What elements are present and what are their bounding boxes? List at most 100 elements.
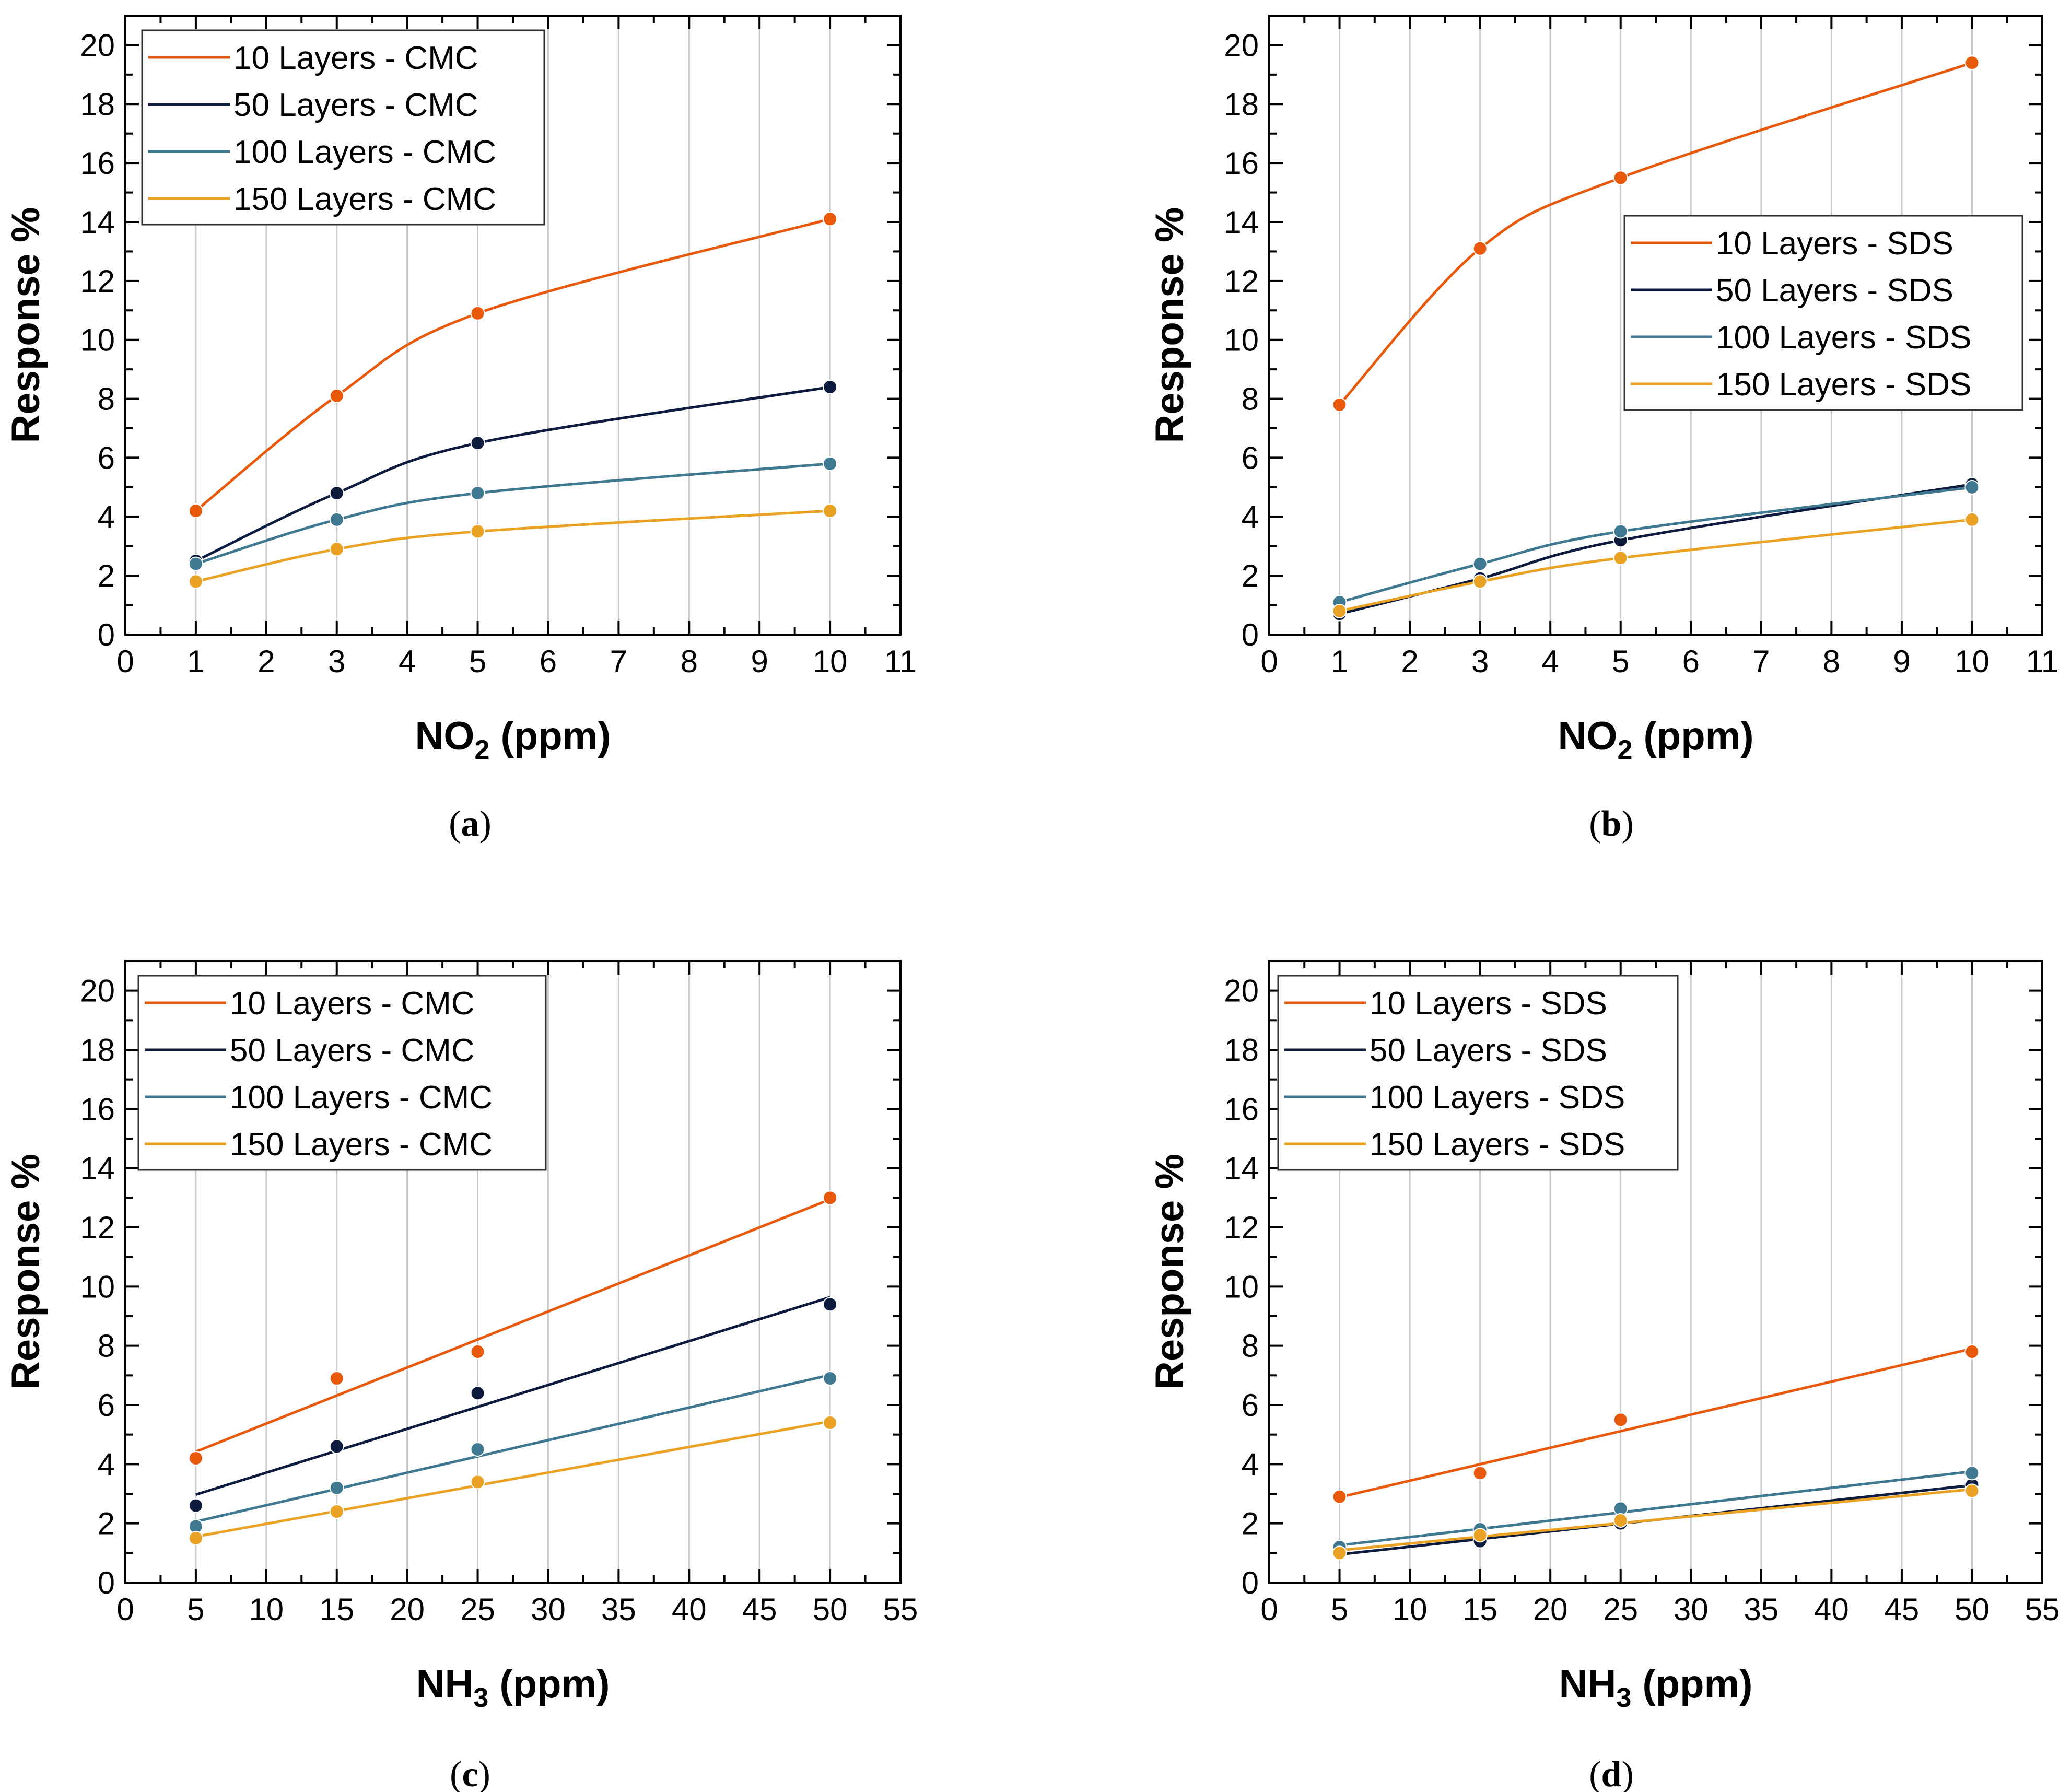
series-fit-line — [1338, 61, 1973, 406]
x-axis-title-suffix: (ppm) — [1632, 714, 1753, 758]
panel-caption-close: ) — [478, 1754, 490, 1792]
legend-label: 10 Layers - CMC — [230, 986, 475, 1022]
data-point — [188, 556, 203, 571]
y-tick-label: 12 — [1224, 264, 1259, 299]
x-tick-label: 15 — [1462, 1592, 1497, 1627]
panel-caption-close: ) — [1621, 804, 1633, 844]
chart-panel-c: 0 5 10 15 20 25 30 35 40 45 50 55 0 2 4 6 8 10 12 14 16 18 20 N… — [4, 960, 918, 1792]
series-1 — [188, 1190, 838, 1466]
series-1 — [188, 212, 838, 518]
series-3 — [188, 456, 838, 571]
x-tick-label: 10 — [249, 1592, 284, 1627]
data-point — [1472, 1466, 1488, 1481]
panel-caption-open: ( — [449, 804, 461, 844]
y-tick-label: 18 — [1224, 87, 1259, 122]
x-axis-title-suffix: (ppm) — [489, 714, 611, 758]
y-tick-label: 8 — [98, 1329, 115, 1364]
x-axis-title: NH3 (ppm) — [416, 1662, 610, 1713]
y-tick-label: 12 — [80, 264, 115, 299]
y-axis-title: Response % — [1148, 207, 1192, 443]
data-point — [1964, 1466, 1980, 1481]
legend-label: 50 Layers - CMC — [233, 87, 478, 123]
y-tick-label: 18 — [80, 1033, 115, 1068]
x-tick-label: 25 — [460, 1592, 495, 1627]
data-point — [823, 1190, 838, 1205]
data-point — [1613, 524, 1628, 539]
panel-caption-close: ) — [479, 804, 492, 844]
y-tick-label: 18 — [1224, 1033, 1259, 1068]
y-tick-label: 14 — [80, 205, 115, 240]
data-point — [188, 503, 203, 518]
data-point — [188, 574, 203, 589]
panel-caption-letter: b — [1601, 804, 1622, 844]
y-tick-label: 8 — [1242, 382, 1259, 417]
legend-box — [137, 975, 547, 1171]
x-tick-label: 7 — [610, 644, 627, 679]
series-4 — [1332, 512, 1980, 618]
legend-label: 10 Layers - CMC — [233, 40, 478, 76]
y-tick-label: 2 — [98, 558, 115, 593]
data-point — [823, 1415, 838, 1430]
legend-label: 150 Layers - CMC — [230, 1127, 493, 1163]
x-tick-label: 0 — [1260, 1592, 1278, 1627]
x-tick-label: 10 — [1955, 644, 1990, 679]
legend-label: 150 Layers - SDS — [1370, 1127, 1625, 1163]
x-tick-label: 7 — [1752, 644, 1770, 679]
x-tick-label: 6 — [1682, 644, 1700, 679]
y-tick-label: 8 — [98, 382, 115, 417]
legend-label: 150 Layers - CMC — [233, 181, 496, 217]
x-tick-label: 35 — [1744, 1592, 1779, 1627]
data-point — [1613, 551, 1628, 566]
series-fit-line — [195, 1420, 830, 1538]
y-tick-label: 4 — [1242, 1447, 1259, 1482]
panel-caption: (b) — [1589, 804, 1634, 844]
data-point — [470, 1442, 485, 1457]
x-tick-label: 15 — [319, 1592, 354, 1627]
y-tick-label: 0 — [1242, 1565, 1259, 1600]
data-point — [329, 1504, 344, 1519]
y-tick-label: 10 — [1224, 1269, 1259, 1304]
legend: 10 Layers - SDS 50 Layers - SDS 100 Layers… — [1277, 975, 1679, 1171]
x-axis-title-subscript: 2 — [474, 735, 489, 765]
x-tick-label: 20 — [1533, 1592, 1568, 1627]
x-tick-label: 35 — [601, 1592, 636, 1627]
x-tick-label: 4 — [399, 644, 416, 679]
panel-caption: (d) — [1589, 1754, 1634, 1792]
x-tick-label: 11 — [2026, 644, 2058, 679]
series-1 — [1332, 1344, 1980, 1504]
x-tick-label: 50 — [1955, 1592, 1990, 1627]
data-point — [1964, 512, 1980, 527]
series-fit-line — [1339, 518, 1972, 613]
x-tick-label: 45 — [1885, 1592, 1920, 1627]
data-point — [823, 212, 838, 227]
x-axis-title-suffix: (ppm) — [488, 1662, 610, 1706]
x-axis-title: NO2 (ppm) — [415, 714, 611, 765]
data-point — [1613, 170, 1628, 185]
x-tick-label: 10 — [813, 644, 848, 679]
series-2 — [188, 1296, 838, 1513]
data-point — [1613, 1412, 1628, 1427]
x-tick-label: 3 — [328, 644, 345, 679]
y-axis-title: Response % — [4, 1154, 48, 1390]
x-tick-label: 9 — [751, 644, 768, 679]
series-fit-line — [1339, 486, 1972, 604]
y-tick-label: 20 — [80, 28, 115, 63]
y-tick-label: 18 — [80, 87, 115, 122]
x-tick-label: 30 — [531, 1592, 566, 1627]
legend-label: 100 Layers - SDS — [1716, 320, 1971, 356]
x-tick-label: 11 — [884, 644, 917, 679]
y-tick-label: 10 — [1224, 323, 1259, 358]
y-tick-label: 8 — [1242, 1329, 1259, 1364]
x-tick-label: 6 — [540, 644, 557, 679]
legend-label: 10 Layers - SDS — [1716, 226, 1953, 262]
panel-caption-letter: c — [462, 1754, 478, 1792]
panel-caption-open: ( — [1589, 1754, 1601, 1792]
data-point — [1613, 1513, 1628, 1528]
series-fit-line — [195, 462, 830, 565]
series-3 — [1332, 479, 1980, 610]
panel-caption: (a) — [449, 804, 492, 844]
legend-label: 50 Layers - SDS — [1370, 1033, 1607, 1069]
x-tick-label: 4 — [1541, 644, 1559, 679]
y-tick-label: 6 — [1242, 1388, 1259, 1423]
data-point — [329, 1480, 344, 1495]
